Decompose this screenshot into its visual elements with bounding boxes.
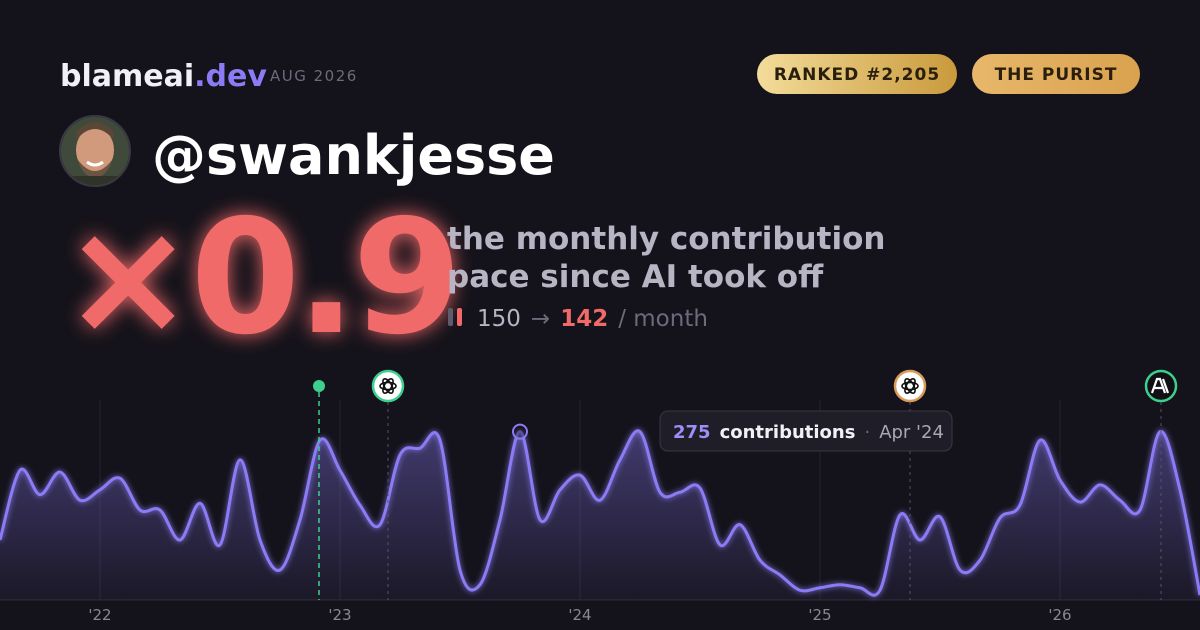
pace-before: 150	[477, 306, 521, 332]
event-dot	[313, 380, 325, 392]
anthropic-logo	[1150, 377, 1170, 394]
x-tick-label: '24	[568, 606, 591, 624]
x-tick-label: '22	[88, 606, 111, 624]
date: AUG 2026	[270, 67, 358, 85]
pace: 150 → 142 / month	[477, 306, 708, 332]
event-icon	[371, 369, 405, 403]
tooltip-date: Apr '24	[879, 422, 944, 443]
tooltip-text: 275 contributions · Apr '24	[673, 422, 944, 443]
pace-after: 142	[560, 306, 608, 332]
tooltip-value: 275	[673, 422, 711, 443]
event-icon	[1144, 369, 1178, 403]
area	[0, 430, 1200, 600]
line	[0, 429, 1200, 597]
caption-line: pace since AI took off	[447, 259, 824, 295]
openai-logo	[901, 378, 919, 394]
pace-icon	[448, 308, 453, 326]
chart: '22 '23 '24 '25 '26	[0, 400, 1200, 624]
pace-unit: / month	[618, 306, 708, 332]
tooltip-label: contributions	[720, 422, 856, 443]
avatar	[59, 115, 131, 187]
x-tick-label: '23	[328, 606, 351, 624]
event-icon	[893, 369, 927, 403]
brand: blameai.dev	[60, 59, 267, 94]
archetype-badge-text: THE PURIST	[995, 65, 1118, 85]
rank-badge	[757, 54, 957, 94]
archetype-badge	[972, 54, 1140, 94]
brand-suffix: .dev	[194, 59, 267, 94]
highlight-point	[512, 423, 528, 440]
x-tick-label: '26	[1048, 606, 1071, 624]
caption-line: the monthly contribution	[447, 221, 885, 257]
tooltip: 275 contributions · Apr '24	[659, 410, 953, 452]
tooltip-separator: ·	[864, 422, 870, 443]
pace-icon	[457, 308, 462, 326]
rank-badge-text: RANKED #2,205	[774, 65, 940, 85]
tooltip-box	[659, 410, 953, 452]
brand-name: blameai	[60, 59, 194, 94]
pace-arrow: →	[531, 306, 550, 332]
events	[313, 369, 1178, 600]
x-tick-label: '25	[808, 606, 831, 624]
handle: @swankjesse	[152, 124, 555, 187]
openai-logo	[379, 378, 397, 394]
multiplier: ×0.9	[62, 186, 458, 370]
